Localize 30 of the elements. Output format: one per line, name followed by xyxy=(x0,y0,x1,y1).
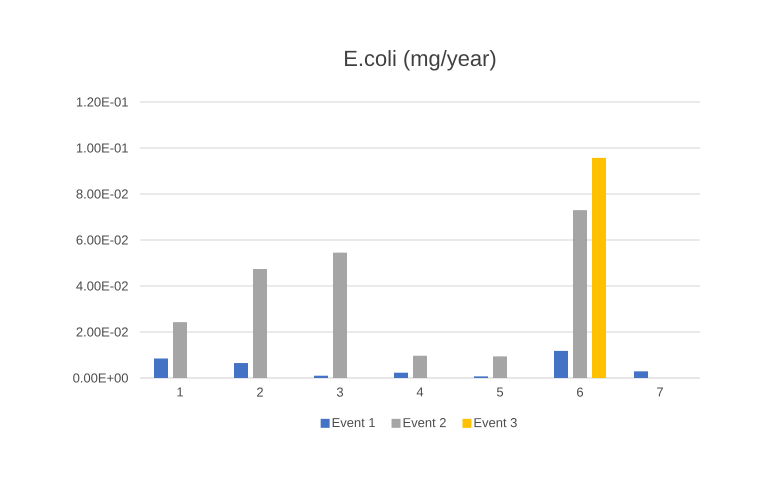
bar xyxy=(592,158,606,378)
bar xyxy=(234,363,248,378)
bar xyxy=(573,210,588,378)
y-tick-label: 1.20E-01 xyxy=(76,97,128,107)
legend-label: Event 1 xyxy=(332,418,375,428)
legend-label: Event 2 xyxy=(404,418,446,428)
x-tick-label: 7 xyxy=(657,388,663,396)
chart-title: E.coli (mg/year) xyxy=(345,50,496,70)
bar xyxy=(253,268,267,378)
y-tick-label: 1.00E-01 xyxy=(76,143,128,153)
legend-label: Event 3 xyxy=(474,418,517,428)
x-tick-label: 2 xyxy=(257,388,263,397)
x-tick-label: 6 xyxy=(577,388,584,397)
x-tick-label: 4 xyxy=(416,388,424,396)
bar xyxy=(154,358,168,378)
bar xyxy=(394,372,408,378)
y-tick-label: 8.00E-02 xyxy=(76,189,128,199)
y-tick-label: 6.00E-02 xyxy=(76,235,128,245)
bar xyxy=(413,356,427,378)
y-tick-label: 0.00E+00 xyxy=(73,373,128,383)
bar xyxy=(173,322,187,378)
x-tick-label: 5 xyxy=(496,388,504,397)
y-tick-label: 2.00E-02 xyxy=(76,327,128,337)
bar xyxy=(493,356,507,378)
bar xyxy=(634,371,648,378)
x-tick-label: 1 xyxy=(177,388,183,396)
y-tick-label: 4.00E-02 xyxy=(76,281,128,291)
x-tick-label: 3 xyxy=(336,388,344,397)
bar xyxy=(333,252,347,378)
bar xyxy=(554,350,568,378)
